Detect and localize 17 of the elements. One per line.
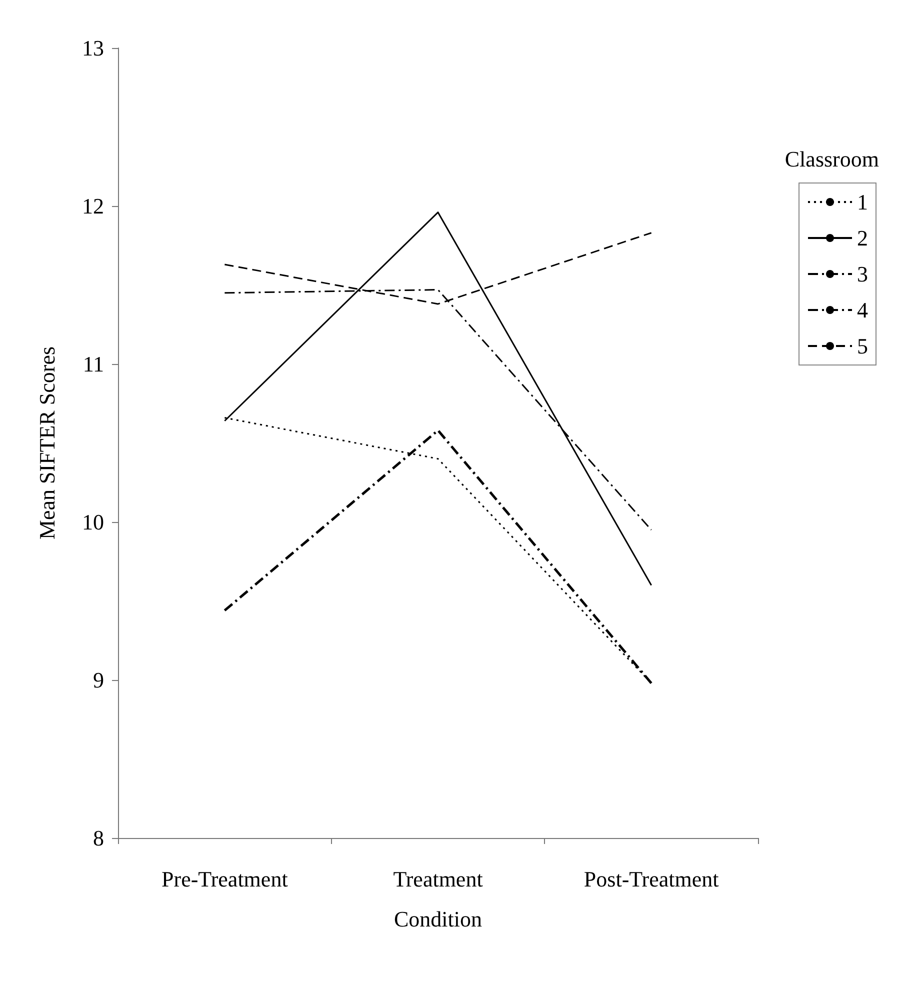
y-tick-label: 9 — [93, 668, 104, 692]
y-tick-label: 12 — [82, 194, 104, 218]
legend-label: 2 — [857, 226, 868, 250]
legend-label: 1 — [857, 190, 868, 214]
x-axis-title: Condition — [394, 906, 482, 932]
legend-label: 5 — [857, 334, 868, 358]
legend-label: 3 — [857, 262, 868, 286]
y-tick-label: 8 — [93, 826, 104, 850]
x-tick-label: Pre-Treatment — [162, 866, 288, 892]
y-axis-title: Mean SIFTER Scores — [34, 346, 60, 540]
x-tick-label: Treatment — [393, 866, 483, 892]
legend-title: Classroom — [784, 146, 880, 172]
x-tick-label: Post-Treatment — [584, 866, 719, 892]
y-tick-label: 13 — [82, 36, 104, 60]
y-tick-label: 10 — [82, 510, 104, 534]
legend-label: 4 — [857, 298, 868, 322]
y-tick-label: 11 — [82, 352, 104, 376]
